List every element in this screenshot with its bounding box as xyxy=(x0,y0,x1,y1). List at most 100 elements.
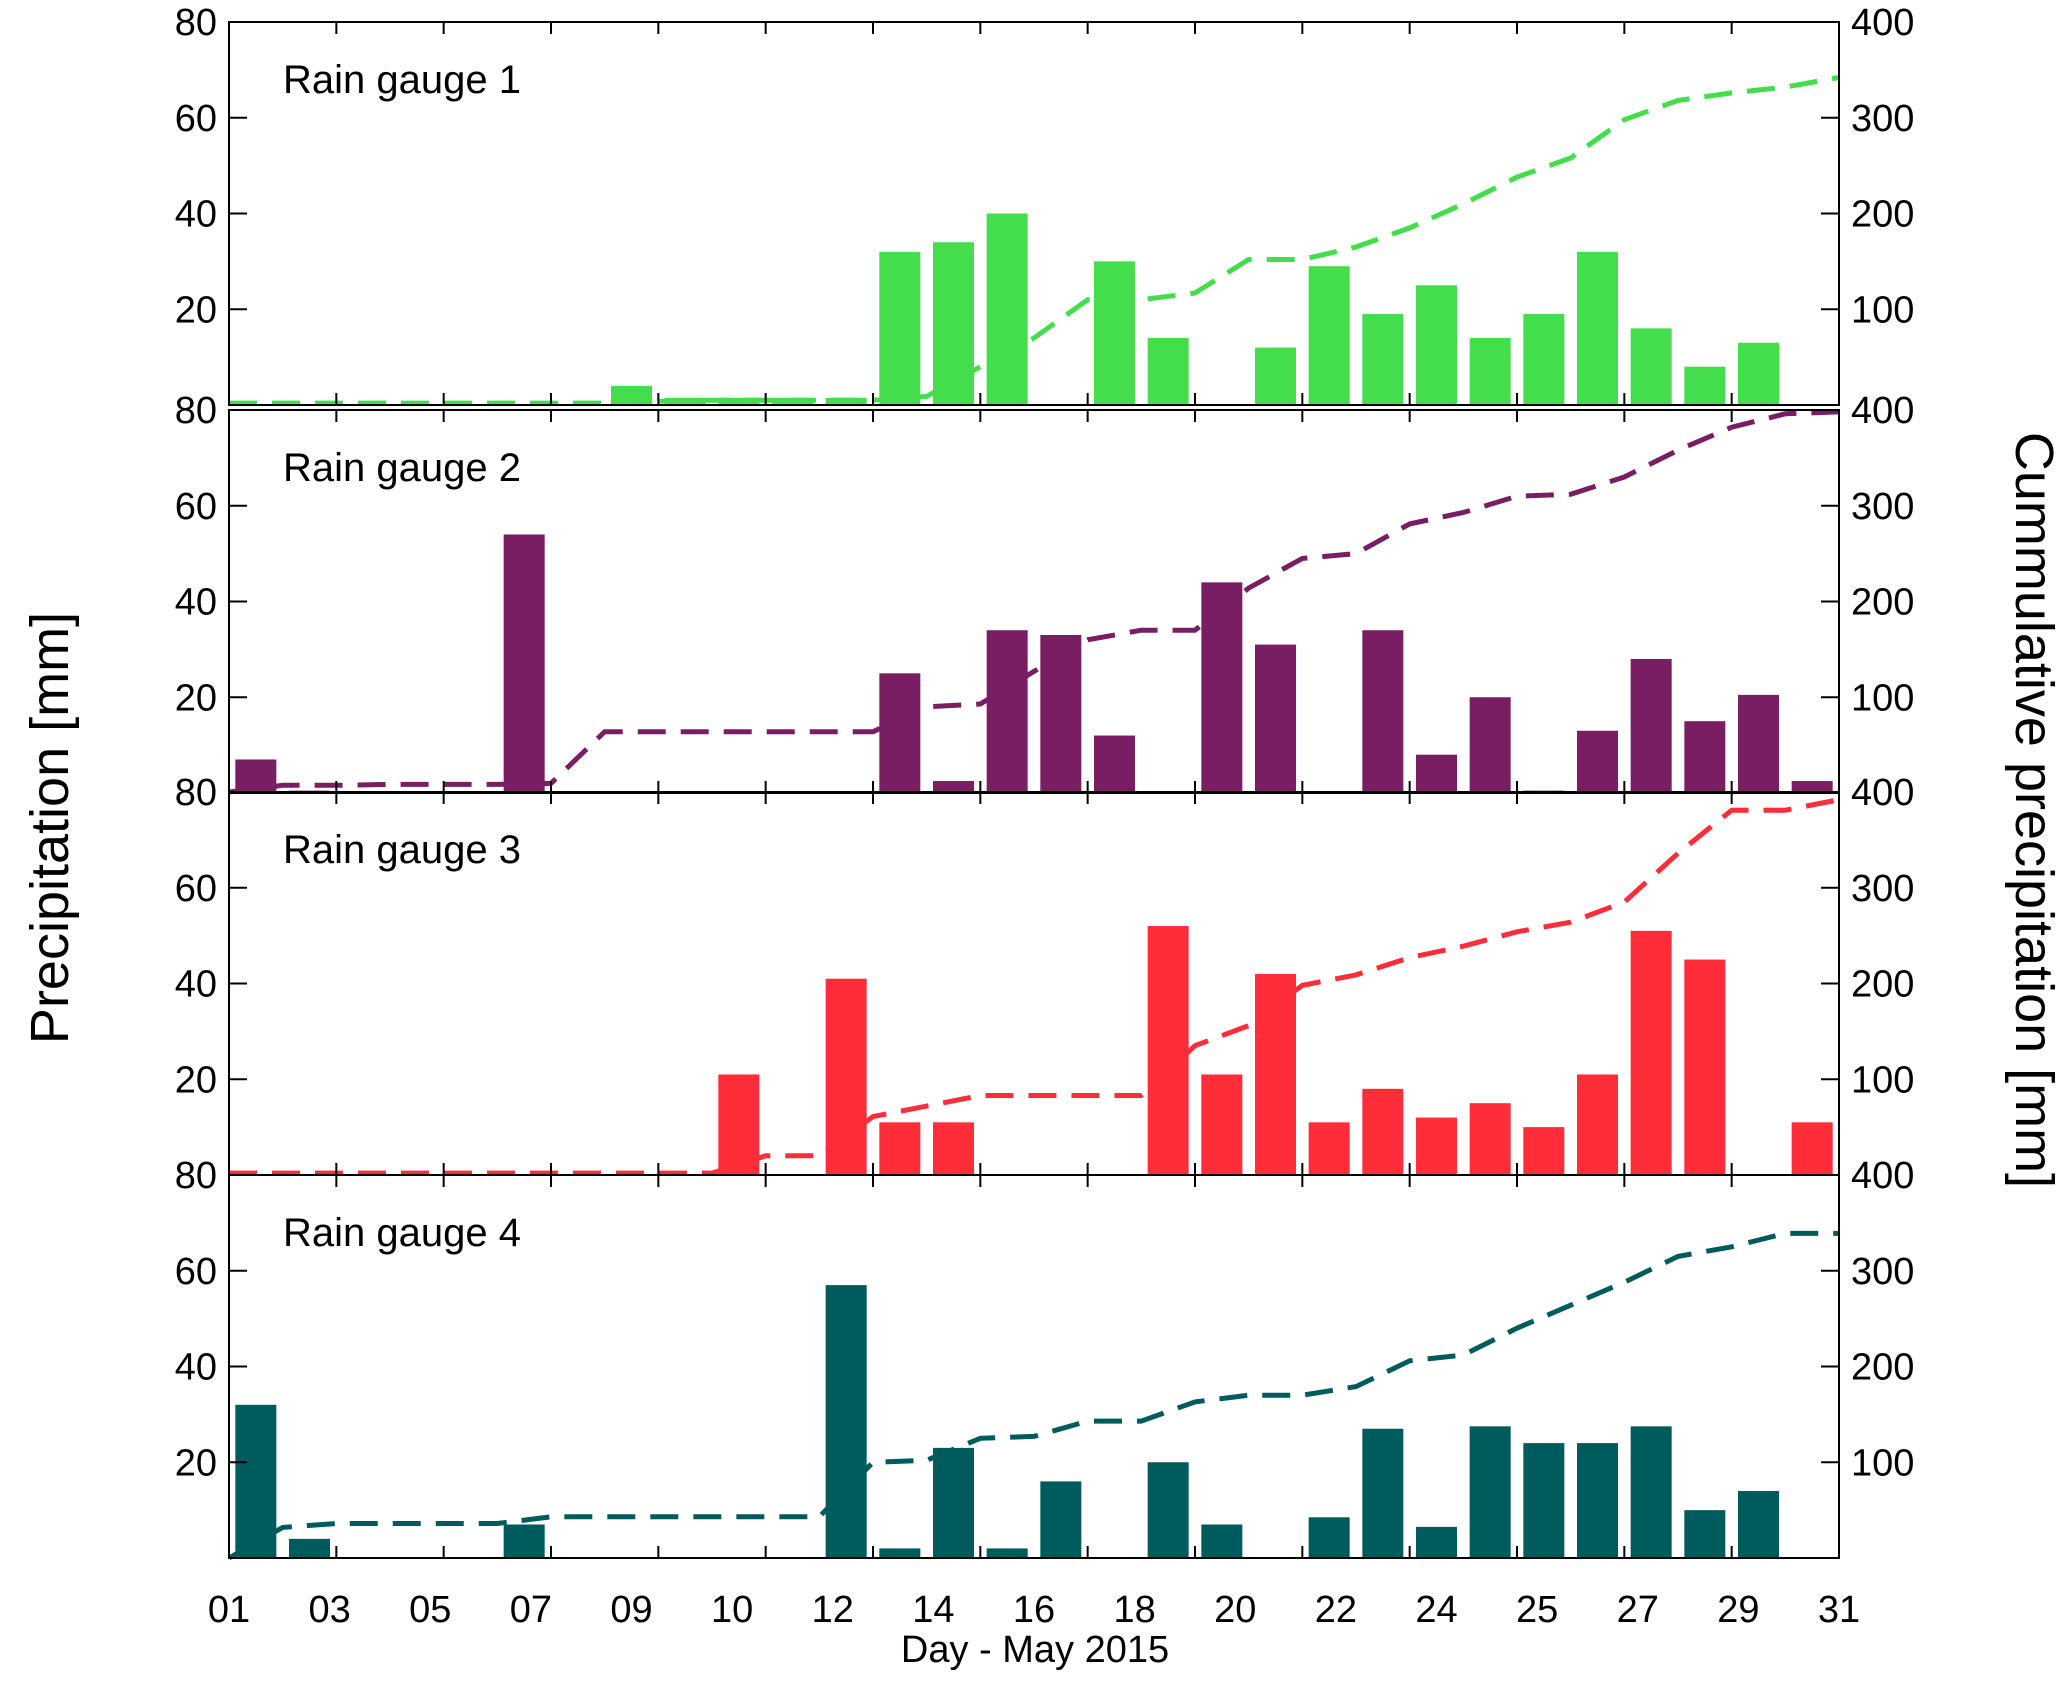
y-tick-label-right: 400 xyxy=(1851,1155,1914,1197)
daily-bar xyxy=(1362,1088,1404,1175)
daily-bar xyxy=(1630,930,1672,1175)
panel-title: Rain gauge 1 xyxy=(283,58,521,102)
daily-bar xyxy=(1577,1443,1618,1558)
daily-bar xyxy=(1201,1524,1243,1558)
y-tick-label-left: 20 xyxy=(175,289,217,331)
y-tick-label-left: 20 xyxy=(175,677,217,719)
y-axis-left-title: Precipitation [mm] xyxy=(20,612,80,1044)
daily-bar xyxy=(1469,1426,1511,1558)
panel-3: 20 40 60 80 100 200 300 400 Rain gauge 3 xyxy=(175,772,1914,1176)
y-tick-label-left: 80 xyxy=(175,1155,217,1197)
y-tick-label-left: 20 xyxy=(175,1059,217,1101)
daily-bar xyxy=(1416,285,1457,405)
daily-bar xyxy=(503,1524,545,1558)
y-tick-label-right: 200 xyxy=(1851,1347,1914,1389)
daily-bar xyxy=(1738,694,1779,793)
panel-title: Rain gauge 4 xyxy=(283,1211,521,1255)
x-tick-label: 16 xyxy=(1013,1589,1055,1631)
x-tick-label: 27 xyxy=(1617,1589,1659,1631)
y-tick-label-right: 400 xyxy=(1851,390,1914,432)
x-tick-label: 18 xyxy=(1113,1589,1155,1631)
cumulative-line xyxy=(227,1230,1839,1561)
daily-bar xyxy=(1684,1510,1726,1558)
x-tick-label: 10 xyxy=(711,1589,753,1631)
daily-bar xyxy=(933,242,974,405)
y-tick-label-left: 40 xyxy=(175,1347,217,1389)
daily-bar xyxy=(1040,1481,1082,1558)
daily-bar xyxy=(1684,959,1726,1175)
y-tick-label-right: 300 xyxy=(1851,486,1914,528)
daily-bar xyxy=(503,534,545,793)
y-tick-label-left: 60 xyxy=(175,1251,217,1293)
daily-bar xyxy=(1469,697,1511,793)
daily-bar xyxy=(1147,337,1189,405)
daily-bar xyxy=(1469,1103,1511,1175)
daily-bar xyxy=(1308,1517,1350,1558)
daily-bar xyxy=(1362,314,1404,405)
daily-bar xyxy=(1308,1122,1350,1175)
cumulative-line xyxy=(228,409,1840,795)
x-tick-label: 07 xyxy=(510,1589,552,1631)
daily-bar xyxy=(1469,337,1511,405)
daily-bar xyxy=(1791,781,1833,793)
y-tick-label-left: 60 xyxy=(175,868,217,910)
y-tick-label-right: 200 xyxy=(1851,194,1914,236)
x-tick-label: 03 xyxy=(308,1589,350,1631)
daily-bar xyxy=(986,1548,1028,1558)
y-tick-label-left: 60 xyxy=(175,486,217,528)
x-tick-label: 24 xyxy=(1415,1589,1457,1631)
daily-bar xyxy=(1362,630,1404,793)
y-tick-label-left: 20 xyxy=(175,1442,217,1484)
cumulative-line xyxy=(229,75,1840,406)
x-tick-label: 09 xyxy=(610,1589,652,1631)
y-tick-label-left: 40 xyxy=(175,194,217,236)
daily-bar xyxy=(1630,658,1672,793)
x-tick-label: 25 xyxy=(1516,1589,1558,1631)
daily-bar xyxy=(1523,314,1565,405)
x-tick-label: 22 xyxy=(1315,1589,1357,1631)
y-tick-label-right: 300 xyxy=(1851,98,1914,140)
daily-bar xyxy=(1094,261,1135,405)
x-tick-label: 31 xyxy=(1818,1589,1860,1631)
daily-bar xyxy=(1523,1127,1565,1175)
x-tick-label: 12 xyxy=(812,1589,854,1631)
daily-bar xyxy=(1577,251,1618,405)
y-tick-label-right: 400 xyxy=(1851,772,1914,814)
daily-bar xyxy=(1416,1117,1457,1175)
y-tick-label-right: 100 xyxy=(1851,289,1914,331)
daily-bar xyxy=(1738,1490,1779,1558)
panel-title: Rain gauge 2 xyxy=(283,446,521,490)
daily-bar xyxy=(986,213,1028,405)
daily-bar xyxy=(825,978,867,1175)
y-tick-label-right: 100 xyxy=(1851,1442,1914,1484)
y-tick-label-right: 300 xyxy=(1851,1251,1914,1293)
daily-bar xyxy=(1201,1074,1243,1175)
daily-bar xyxy=(879,251,921,405)
daily-bar xyxy=(1791,1122,1833,1175)
y-tick-label-right: 100 xyxy=(1851,1059,1914,1101)
y-axis-right-title: Cummulative precipitation [mm] xyxy=(2004,432,2064,1188)
panel-2: 20 40 60 80 100 200 300 400 Rain gauge 2 xyxy=(175,390,1914,795)
x-tick-label: 14 xyxy=(912,1589,954,1631)
y-tick-label-left: 80 xyxy=(175,2,217,44)
y-tick-label-left: 80 xyxy=(175,772,217,814)
daily-bar xyxy=(1523,1443,1565,1558)
daily-bar xyxy=(1147,926,1189,1175)
daily-bar xyxy=(933,1447,974,1558)
x-axis-title: Day - May 2015 xyxy=(901,1629,1169,1671)
daily-bar xyxy=(1416,1526,1457,1558)
daily-bar xyxy=(879,673,921,793)
daily-bar xyxy=(1684,366,1726,405)
y-tick-label-right: 200 xyxy=(1851,582,1914,624)
daily-bar xyxy=(825,1285,867,1558)
daily-bar xyxy=(289,1538,330,1558)
x-tick-label: 05 xyxy=(409,1589,451,1631)
daily-bar xyxy=(1308,266,1350,405)
daily-bar xyxy=(1255,644,1296,793)
x-tick-label: 01 xyxy=(208,1589,250,1631)
daily-bar xyxy=(1201,582,1243,793)
panel-title: Rain gauge 3 xyxy=(283,828,521,872)
daily-bar xyxy=(1255,347,1296,405)
daily-bar xyxy=(1362,1428,1404,1558)
y-tick-label-right: 400 xyxy=(1851,2,1914,44)
